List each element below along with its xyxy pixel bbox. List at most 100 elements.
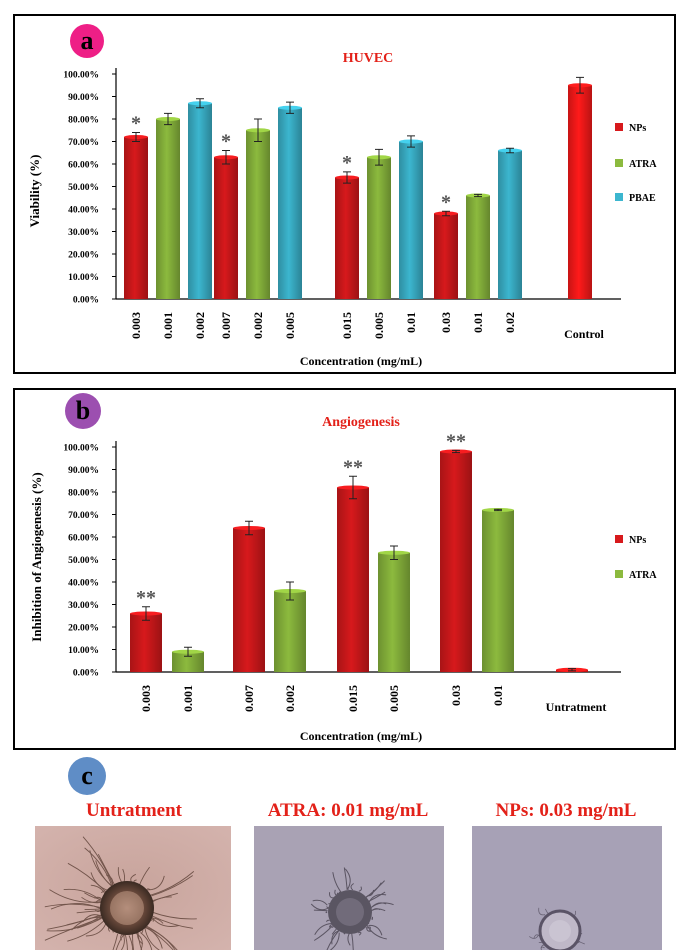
significance-mark: * (221, 131, 231, 153)
bar-pbae (498, 150, 522, 299)
y-tick-label: 50.00% (68, 183, 99, 193)
y-tick-label: 10.00% (68, 273, 99, 283)
category-label: 0.01 (491, 685, 505, 706)
panel-b: Angiogenesis Inhibition of Angiogenesis (… (13, 388, 676, 750)
x-axis-label: Concentration (mg/mL) (300, 354, 422, 368)
y-tick-label: 30.00% (68, 228, 99, 238)
chart-b: Angiogenesis Inhibition of Angiogenesis (… (29, 415, 657, 743)
y-tick-label: 0.00% (73, 296, 99, 306)
category-label: 0.005 (283, 312, 297, 339)
y-tick-label: 80.00% (68, 489, 99, 499)
photo-title-nps: NPs: 0.03 mg/mL (495, 800, 637, 821)
legend-swatch-nps (615, 535, 623, 543)
bar-nps (434, 213, 458, 299)
bar-atra (172, 651, 204, 672)
category-label: 0.007 (242, 685, 256, 712)
y-tick-label: 10.00% (68, 646, 99, 656)
bar-nps (233, 528, 265, 672)
photo-title-untreated: Untratment (85, 800, 183, 821)
y-tick-label: 20.00% (68, 624, 99, 634)
bar-atra (482, 510, 514, 672)
bar-atra (246, 130, 270, 299)
y-axis-label: Viability (%) (27, 155, 42, 228)
significance-mark: * (131, 113, 141, 135)
category-label: 0.005 (372, 312, 386, 339)
category-label: 0.002 (251, 312, 265, 339)
significance-mark: ** (136, 587, 156, 609)
photo-title-atra: ATRA: 0.01 mg/mL (267, 800, 429, 821)
category-label: 0.01 (404, 312, 418, 333)
category-label: 0.002 (193, 312, 207, 339)
y-tick-label: 100.00% (63, 444, 99, 454)
category-label: 0.001 (181, 685, 195, 712)
bar-nps (130, 613, 162, 672)
y-tick-label: 80.00% (68, 116, 99, 126)
legend-swatch-atra (615, 570, 623, 578)
legend-label-nps: NPs (629, 123, 646, 134)
panel-a-badge: a (70, 24, 104, 58)
y-tick-label: 0.00% (73, 669, 99, 679)
category-label: Untratment (546, 700, 607, 714)
microscopy-image-nps (472, 826, 662, 950)
microscopy-image-atra (254, 826, 444, 950)
y-tick-label: 90.00% (68, 93, 99, 103)
bar-nps (440, 451, 472, 672)
y-tick-label: 40.00% (68, 206, 99, 216)
legend-label-nps: NPs (629, 535, 646, 546)
category-label: Control (564, 327, 604, 341)
bar-pbae (278, 107, 302, 299)
y-axis-label: Inhibition of Angiogenesis (%) (29, 472, 44, 641)
x-axis-label: Concentration (mg/mL) (300, 729, 422, 743)
panel-b-badge: b (65, 393, 101, 429)
category-label: 0.001 (161, 312, 175, 339)
category-label: 0.003 (139, 685, 153, 712)
panel-c-badge: c (68, 757, 106, 795)
y-tick-label: 50.00% (68, 556, 99, 566)
legend-swatch-atra (615, 159, 623, 167)
y-tick-label: 30.00% (68, 601, 99, 611)
bar-nps (214, 157, 238, 299)
legend-swatch-pbae (615, 193, 623, 201)
chart-title: Angiogenesis (322, 415, 400, 430)
significance-mark: * (342, 152, 352, 174)
chart-title: HUVEC (343, 51, 394, 66)
bar-atra (378, 552, 410, 672)
category-label: 0.02 (503, 312, 517, 333)
legend-swatch-nps (615, 123, 623, 131)
category-label: 0.015 (340, 312, 354, 339)
y-tick-label: 100.00% (63, 71, 99, 81)
category-label: 0.03 (449, 685, 463, 706)
legend-label-pbae: PBAE (629, 193, 656, 204)
bar-nps (335, 177, 359, 299)
legend-label-atra: ATRA (629, 159, 657, 170)
category-label: 0.007 (219, 312, 233, 339)
panel-a: HUVEC Viability (%) Concentration (mg/mL) 0… (13, 14, 676, 374)
category-label: 0.005 (387, 685, 401, 712)
significance-mark: ** (343, 456, 363, 478)
y-tick-label: 60.00% (68, 161, 99, 171)
category-label: 0.01 (471, 312, 485, 333)
bar-atra (367, 157, 391, 299)
y-tick-label: 70.00% (68, 511, 99, 521)
bar-pbae (399, 141, 423, 299)
y-tick-label: 90.00% (68, 466, 99, 476)
bar-atra (156, 119, 180, 299)
bar-nps (124, 137, 148, 299)
bar-atra (274, 591, 306, 672)
significance-mark: ** (446, 430, 466, 452)
category-label: 0.03 (439, 312, 453, 333)
category-label: 0.015 (346, 685, 360, 712)
legend-label-atra: ATRA (629, 570, 657, 581)
category-label: 0.003 (129, 312, 143, 339)
y-tick-label: 20.00% (68, 251, 99, 261)
bar-pbae (188, 103, 212, 299)
bar-nps (337, 487, 369, 672)
bar-control (568, 85, 592, 299)
bar-atra (466, 195, 490, 299)
chart-a: HUVEC Viability (%) Concentration (mg/mL) 0… (27, 51, 657, 368)
y-tick-label: 40.00% (68, 579, 99, 589)
significance-mark: * (441, 191, 451, 213)
y-tick-label: 70.00% (68, 138, 99, 148)
microscopy-image-untreated (35, 826, 231, 950)
category-label: 0.002 (283, 685, 297, 712)
